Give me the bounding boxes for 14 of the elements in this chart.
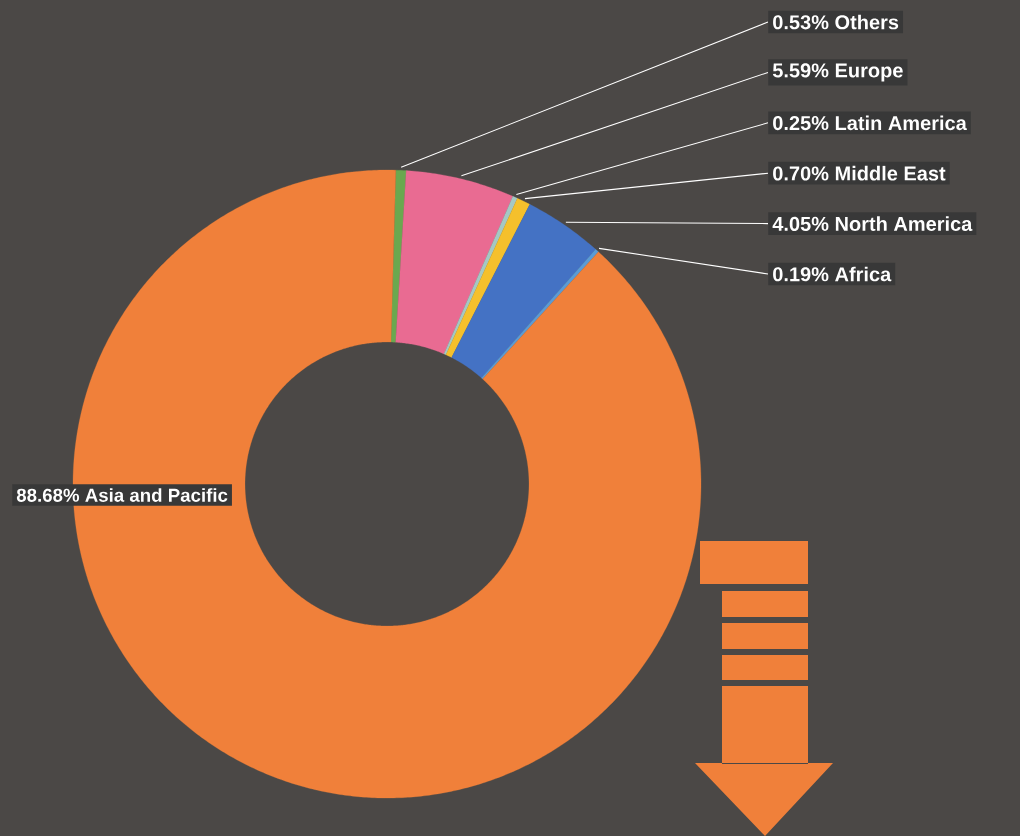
slice-label: Others xyxy=(835,14,899,30)
slice-label: Europe xyxy=(835,63,903,82)
data-label: 0.53% xyxy=(773,15,829,30)
slice-label: Africa xyxy=(835,266,892,282)
data-label: 0.70% xyxy=(773,166,829,181)
slice-label: Middle East xyxy=(835,165,946,181)
data-label: 5.59% xyxy=(772,63,829,78)
data-label: 0.19% xyxy=(773,267,829,282)
data-label: 88.68% xyxy=(16,488,80,502)
slice-label: Latin America xyxy=(835,115,967,131)
slice-label: Asia and Pacific xyxy=(85,488,228,502)
data-label: 0.25% xyxy=(773,115,829,131)
slice-label: North America xyxy=(835,216,973,231)
data-label: 4.05% xyxy=(772,216,829,231)
